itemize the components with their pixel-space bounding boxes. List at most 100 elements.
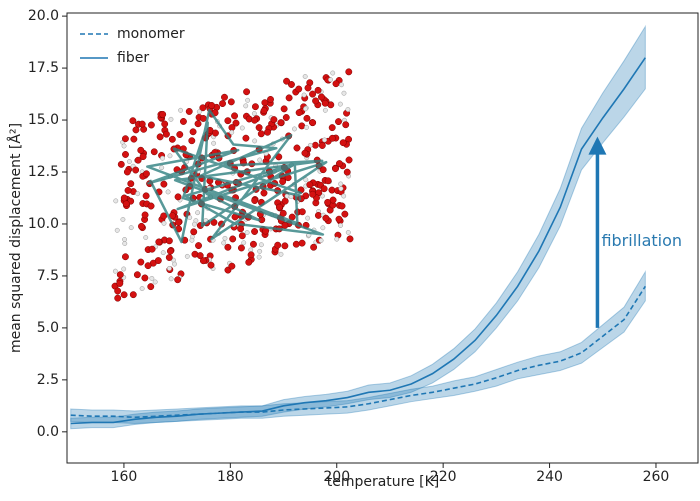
atom [160, 155, 165, 161]
atom [251, 111, 257, 116]
atom [116, 271, 124, 279]
atom [121, 266, 127, 272]
atom [277, 119, 285, 127]
atom [114, 294, 122, 302]
atom [229, 235, 237, 243]
atom [147, 202, 155, 210]
atom [283, 77, 291, 85]
atom [244, 230, 250, 235]
atom [298, 208, 306, 216]
atom [155, 238, 163, 246]
atom [305, 215, 311, 221]
atom [148, 245, 156, 253]
atom [332, 80, 340, 88]
atom [231, 112, 239, 120]
x-tick-label: 240 [536, 469, 563, 485]
atom [345, 68, 353, 76]
atom [346, 235, 354, 243]
atom [185, 108, 193, 115]
atom [138, 120, 146, 128]
atom [211, 129, 219, 137]
atom [341, 90, 347, 96]
atom [335, 160, 343, 168]
atom [165, 254, 173, 261]
error-band [70, 269, 646, 425]
atom [154, 257, 162, 265]
atom [314, 211, 322, 219]
atom [257, 248, 263, 254]
atom [126, 159, 132, 165]
atom [281, 197, 289, 205]
atom [278, 251, 284, 257]
atom [251, 116, 259, 124]
atom [318, 238, 324, 243]
atom [279, 209, 287, 217]
atom [245, 258, 253, 266]
atom [242, 134, 250, 142]
atom [258, 242, 264, 248]
atom [295, 85, 303, 93]
atom [121, 135, 129, 143]
atom [311, 141, 319, 149]
y-tick-label: 17.5 [28, 60, 59, 76]
atom [232, 119, 240, 127]
x-axis-label: temperature [K] [327, 474, 440, 490]
legend-label: monomer [117, 26, 185, 42]
atom [314, 86, 322, 94]
atom [321, 99, 329, 107]
atom [122, 151, 129, 158]
atom [295, 109, 303, 117]
atom [150, 148, 158, 156]
atom [184, 253, 190, 259]
atom [255, 124, 263, 132]
atom [304, 84, 312, 92]
atom [303, 177, 309, 183]
y-tick-label: 0.0 [37, 424, 59, 440]
atom [293, 144, 301, 152]
legend-label: fiber [117, 50, 149, 66]
atom [139, 286, 145, 292]
atom [324, 177, 332, 185]
atom [309, 190, 317, 198]
atom [114, 287, 122, 295]
atom [328, 134, 336, 142]
atom [161, 220, 167, 226]
atom [251, 197, 259, 204]
atom [237, 225, 245, 233]
atom [162, 130, 170, 138]
atom [132, 166, 140, 174]
atom [270, 116, 278, 124]
y-tick-label: 5.0 [37, 320, 59, 336]
atom [339, 82, 344, 88]
error-band [70, 24, 646, 430]
atom [112, 268, 118, 274]
atom [322, 214, 330, 222]
atom [179, 118, 187, 125]
atom [121, 143, 127, 149]
atom [120, 194, 128, 202]
atom [128, 225, 134, 231]
atom [208, 102, 216, 109]
atom [243, 103, 249, 109]
atom [224, 117, 232, 125]
atom [113, 198, 119, 204]
atom [221, 240, 227, 246]
atom [178, 107, 184, 113]
atom [343, 168, 351, 176]
atom [199, 257, 207, 265]
atom [141, 211, 149, 219]
atom [301, 92, 307, 98]
atom [141, 274, 149, 282]
atom [339, 139, 347, 147]
atom [238, 232, 246, 240]
atom [274, 241, 282, 249]
atom [137, 258, 145, 266]
y-tick-label: 15.0 [28, 112, 59, 128]
atom [318, 93, 325, 101]
atom [175, 218, 183, 226]
atom [149, 275, 155, 281]
atom [121, 253, 129, 261]
atom [122, 200, 130, 208]
atom [221, 93, 228, 101]
